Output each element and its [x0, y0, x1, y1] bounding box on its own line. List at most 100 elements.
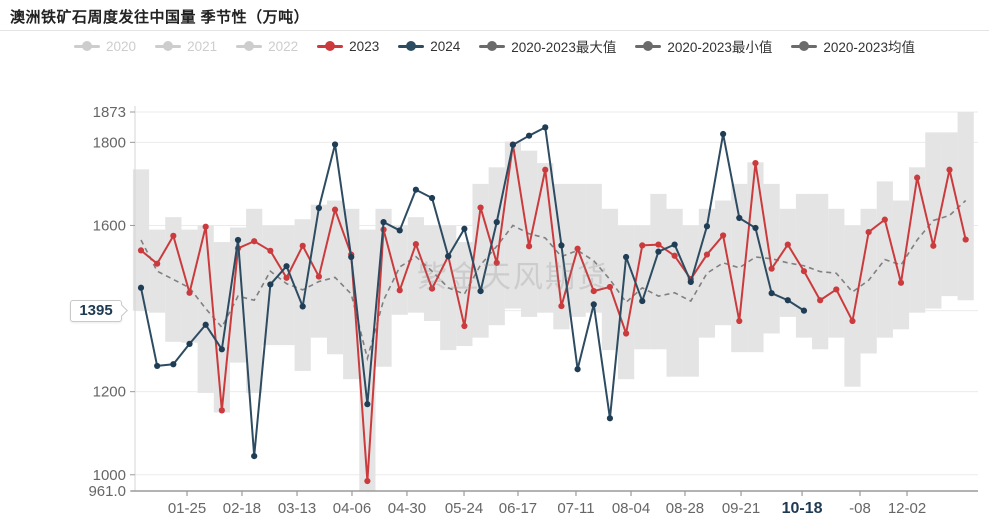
series-2023-point: [590, 288, 597, 295]
header-divider: [0, 30, 989, 31]
x-axis-label-08-28: 08-28: [666, 500, 704, 517]
x-axis-label-07-11: 07-11: [557, 500, 594, 517]
legend-item-2020-2023最小值[interactable]: 2020-2023最小值: [635, 36, 772, 56]
series-2024-point: [412, 186, 419, 193]
chart-plot-area: 1873 1800 1600 1200 1000 961.0 01-25 02-18 03-13…: [0, 60, 989, 520]
legend-label: 2021: [187, 38, 218, 54]
series-2023-point: [930, 242, 937, 249]
series-2024-point: [671, 241, 678, 248]
series-2024-point: [752, 224, 759, 232]
series-2023-point: [720, 232, 727, 239]
series-2024-point: [331, 141, 339, 148]
series-2023-point: [283, 274, 290, 281]
series-2024-point: [461, 225, 468, 232]
series-2023-point: [865, 228, 872, 236]
band-minmax-week-29: [601, 208, 619, 351]
series-2024-point: [428, 194, 436, 202]
chart-title: 澳洲铁矿石周度发往中国量 季节性（万吨）: [10, 9, 310, 26]
legend-line-dot-icon: [317, 41, 344, 51]
legend-bar: 2020 2021 2022 2023 2024 2020-2023最大值 2020-202…: [0, 36, 989, 56]
series-2023-point: [493, 259, 500, 266]
y-axis-current-value-badge: 1395: [70, 299, 122, 322]
series-2024-point: [137, 284, 145, 291]
band-minmax-week-47: [892, 200, 910, 330]
series-2023-point: [639, 242, 646, 249]
series-2024-point: [218, 346, 225, 353]
series-2023-point: [428, 285, 436, 292]
band-minmax-week-20: [456, 242, 473, 346]
series-2023-point: [606, 283, 614, 291]
legend-label: 2020-2023最大值: [511, 40, 617, 55]
x-axis-label-09-21: 09-21: [722, 500, 760, 517]
series-2023-point: [881, 216, 888, 223]
band-minmax-week-10: [294, 219, 311, 371]
series-2023-point: [946, 166, 953, 173]
series-2023-line: [140, 143, 967, 483]
series-2024-point: [267, 281, 274, 288]
series-2023-point: [315, 273, 322, 280]
x-axis-label-04-06: 04-06: [333, 500, 371, 517]
legend-label: 2023: [349, 38, 380, 54]
legend-item-2020[interactable]: 2020: [74, 39, 136, 54]
band-minmax-week-50: [941, 132, 958, 297]
series-2024-point: [186, 340, 193, 347]
series-2024-point: [380, 219, 387, 226]
legend-line-dot-icon: [155, 41, 182, 51]
series-2023-point: [703, 251, 711, 258]
series-2023-point: [364, 477, 371, 485]
legend-line-dot-icon: [635, 41, 662, 51]
band-minmax-week-16: [391, 225, 408, 315]
series-2023-point: [477, 204, 484, 211]
series-2024-point: [445, 253, 452, 260]
series-2023-point: [525, 243, 533, 250]
series-2024-point: [768, 290, 775, 297]
series-2024-point: [170, 361, 177, 368]
series-2024-point: [736, 214, 743, 222]
legend-item-2023[interactable]: 2023: [317, 39, 379, 54]
legend-label: 2020-2023均值: [823, 40, 915, 55]
series-2023-point: [267, 247, 274, 254]
band-minmax-week-13: [343, 208, 360, 380]
series-2024-point: [687, 278, 694, 286]
series-2023-point: [331, 206, 339, 213]
x-axis-label--08: -08: [849, 500, 871, 517]
series-2024-point: [542, 124, 549, 131]
series-2023-point: [558, 302, 565, 310]
legend-item-2020-2023最大值[interactable]: 2020-2023最大值: [479, 36, 616, 56]
series-2024-point: [655, 248, 662, 255]
y-axis-label-1800: 1800: [93, 134, 126, 151]
band-minmax-week-5: [213, 242, 230, 413]
band-minmax-week-40: [779, 208, 796, 317]
legend-item-2022[interactable]: 2022: [236, 39, 298, 54]
series-2023-point: [218, 407, 225, 414]
legend-item-2020-2023均值[interactable]: 2020-2023均值: [791, 36, 915, 56]
legend-item-2024[interactable]: 2024: [398, 39, 460, 54]
series-2023-point: [623, 330, 630, 337]
y-axis-label-961.0: 961.0: [88, 483, 126, 500]
series-2024-point: [348, 253, 355, 261]
series-2024-point: [315, 204, 322, 212]
series-2024-point: [800, 307, 808, 314]
band-minmax-week-11: [310, 204, 327, 338]
series-2023-point: [800, 268, 808, 275]
band-minmax-week-17: [407, 217, 424, 313]
series-2023-point: [412, 241, 419, 248]
legend-line-dot-icon: [479, 41, 506, 51]
series-2024-point: [477, 288, 484, 295]
series-2024-point: [639, 297, 646, 305]
series-2023-point: [186, 289, 193, 296]
series-2024-point: [509, 141, 517, 148]
series-2024-point: [234, 236, 242, 244]
series-2024-point: [574, 366, 581, 373]
x-axis-label-04-30: 04-30: [388, 500, 426, 517]
series-2024-point: [590, 301, 597, 308]
x-axis-label-01-25: 01-25: [168, 500, 206, 517]
series-2024-point: [364, 401, 371, 408]
band-minmax-week-3: [181, 229, 198, 343]
legend-line-dot-icon: [74, 41, 101, 51]
x-axis-label-06-17: 06-17: [499, 500, 537, 517]
legend-item-2021[interactable]: 2021: [155, 39, 217, 54]
x-axis-label-08-04: 08-04: [612, 500, 650, 517]
x-axis-label-12-02: 12-02: [888, 500, 926, 517]
